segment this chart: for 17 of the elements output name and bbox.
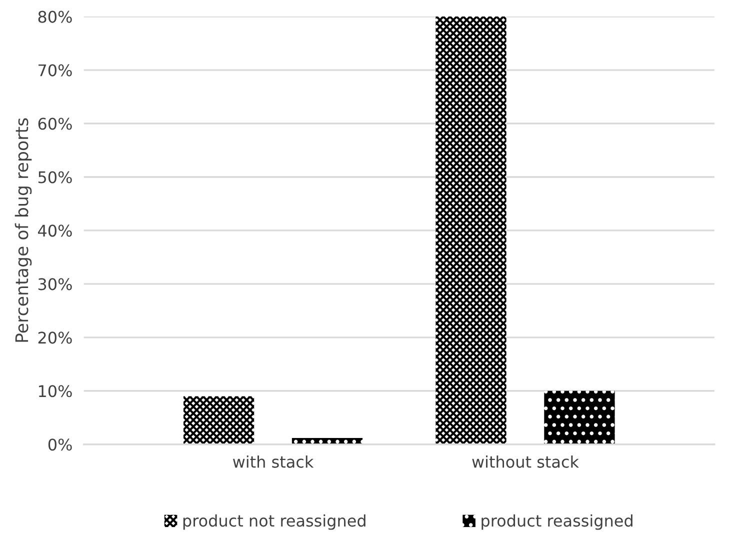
legend-label: product not reassigned: [183, 514, 366, 530]
y-tick-label: 0%: [48, 438, 72, 451]
y-tick-label: 20%: [38, 332, 72, 344]
y-tick-label: 10%: [38, 385, 72, 398]
bar: [436, 16, 506, 444]
legend-label: product reassigned: [482, 514, 632, 530]
y-tick-label: 60%: [38, 118, 72, 130]
x-tick-label: with stack: [233, 455, 314, 468]
y-tick-label: 40%: [38, 224, 72, 237]
x-tick-label: without stack: [472, 455, 579, 468]
y-tick-label: 70%: [38, 64, 72, 76]
y-tick-label: 30%: [38, 278, 72, 290]
bar: [544, 390, 615, 444]
y-tick-label: 50%: [38, 171, 72, 184]
y-axis-title: Percentage of bug reports: [14, 118, 32, 342]
y-tick-label: 80%: [38, 10, 72, 23]
bar: [183, 396, 254, 444]
